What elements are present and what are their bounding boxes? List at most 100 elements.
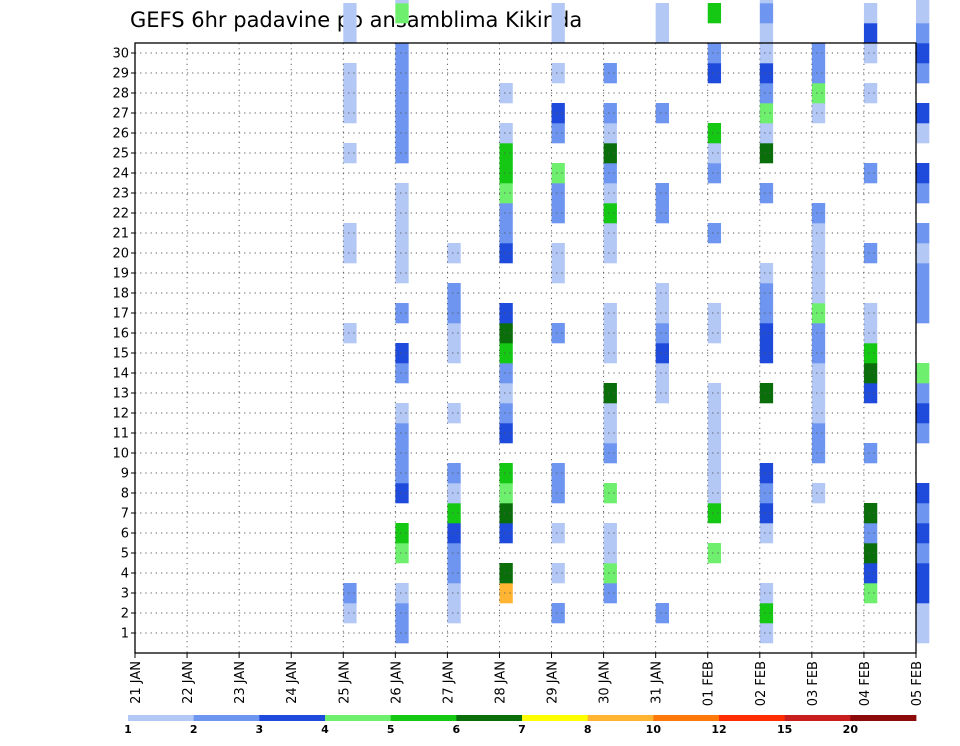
heatmap-cell <box>759 63 774 84</box>
heatmap-cell <box>447 503 461 524</box>
heatmap-cell <box>395 143 409 164</box>
heatmap-cell <box>759 23 774 44</box>
heatmap-cell <box>916 383 930 404</box>
heatmap-cell <box>655 103 669 124</box>
heatmap-cell <box>395 223 409 244</box>
heatmap-cell <box>811 283 826 304</box>
colorbar-swatch <box>390 715 457 721</box>
heatmap-cell <box>759 143 774 164</box>
heatmap-cell <box>655 283 669 304</box>
heatmap-cell <box>759 303 774 324</box>
x-tick-label: 27 JAN <box>441 661 456 704</box>
y-tick-label: 22 <box>112 207 129 222</box>
y-tick-label: 16 <box>112 327 129 342</box>
heatmap-cell <box>603 443 617 464</box>
heatmap-cell <box>916 183 930 204</box>
heatmap-cell <box>916 23 930 44</box>
heatmap-cell <box>863 503 878 524</box>
heatmap-cell <box>916 163 930 184</box>
heatmap-cell <box>707 323 722 344</box>
heatmap-cell <box>863 443 878 464</box>
y-tick-label: 23 <box>112 187 129 202</box>
y-axis: 1234567891011121314151617181920212223242… <box>112 47 135 642</box>
heatmap-cell <box>811 383 826 404</box>
y-tick-label: 18 <box>112 287 129 302</box>
heatmap-cell <box>863 543 878 564</box>
heatmap-cell <box>447 303 461 324</box>
heatmap-cell <box>916 103 930 124</box>
heatmap-cell <box>343 63 357 84</box>
heatmap-cell <box>499 83 513 104</box>
cells-layer <box>343 0 930 644</box>
x-tick-label: 02 FEB <box>754 661 769 706</box>
heatmap-cell <box>863 243 878 264</box>
heatmap-cell <box>707 463 722 484</box>
colorbar-swatch <box>325 715 392 721</box>
heatmap-cell <box>916 623 930 644</box>
y-tick-label: 6 <box>121 527 129 542</box>
heatmap-cell <box>343 223 357 244</box>
heatmap-cell <box>707 483 722 504</box>
heatmap-cell <box>707 3 722 24</box>
heatmap-cell <box>655 183 669 204</box>
heatmap-cell <box>395 243 409 264</box>
heatmap-cell <box>707 43 722 64</box>
heatmap-cell <box>603 123 617 144</box>
y-tick-label: 30 <box>112 47 129 62</box>
heatmap-cell <box>343 103 357 124</box>
heatmap-cell <box>551 483 565 504</box>
heatmap-cell <box>707 503 722 524</box>
heatmap-cell <box>759 183 774 204</box>
heatmap-cell <box>395 303 409 324</box>
colorbar-label: 20 <box>843 723 859 736</box>
y-tick-label: 5 <box>121 547 129 562</box>
heatmap-cell <box>395 403 409 424</box>
colorbar-swatch <box>587 715 654 721</box>
heatmap-cell <box>395 523 409 544</box>
colorbar-swatch <box>784 715 851 721</box>
colorbar-label: 5 <box>387 723 395 736</box>
heatmap-cell <box>499 503 513 524</box>
heatmap-cell <box>603 243 617 264</box>
x-tick-label: 31 JAN <box>650 661 665 704</box>
colorbar-label: 1 <box>124 723 132 736</box>
heatmap-cell <box>863 383 878 404</box>
heatmap-cell <box>603 403 617 424</box>
heatmap-cell <box>603 203 617 224</box>
heatmap-cell <box>707 403 722 424</box>
heatmap-cell <box>863 23 878 44</box>
heatmap-cell <box>603 183 617 204</box>
heatmap-cell <box>343 83 357 104</box>
y-tick-label: 28 <box>112 87 129 102</box>
heatmap-cell <box>447 463 461 484</box>
heatmap-cell <box>759 383 774 404</box>
heatmap-cell <box>863 323 878 344</box>
heatmap-cell <box>499 383 513 404</box>
heatmap-cell <box>603 343 617 364</box>
heatmap-cell <box>499 303 513 324</box>
heatmap-cell <box>499 423 513 444</box>
heatmap-cell <box>499 203 513 224</box>
heatmap-cell <box>395 423 409 444</box>
heatmap-cell <box>499 323 513 344</box>
heatmap-cell <box>499 363 513 384</box>
heatmap-cell <box>551 263 565 284</box>
heatmap-cell <box>811 83 826 104</box>
heatmap-cell <box>759 283 774 304</box>
x-tick-label: 23 JAN <box>233 661 248 704</box>
heatmap-cell <box>603 223 617 244</box>
heatmap-cell <box>447 343 461 364</box>
heatmap-cell <box>395 343 409 364</box>
heatmap-cell <box>343 583 357 604</box>
heatmap-cell <box>759 323 774 344</box>
y-tick-label: 3 <box>121 587 129 602</box>
heatmap-cell <box>499 523 513 544</box>
y-tick-label: 24 <box>112 167 129 182</box>
heatmap-cell <box>551 23 565 44</box>
x-tick-label: 30 JAN <box>598 661 613 704</box>
heatmap-cell <box>395 183 409 204</box>
heatmap-cell <box>499 123 513 144</box>
heatmap-cell <box>603 143 617 164</box>
heatmap-cell <box>707 163 722 184</box>
heatmap-cell <box>707 63 722 84</box>
